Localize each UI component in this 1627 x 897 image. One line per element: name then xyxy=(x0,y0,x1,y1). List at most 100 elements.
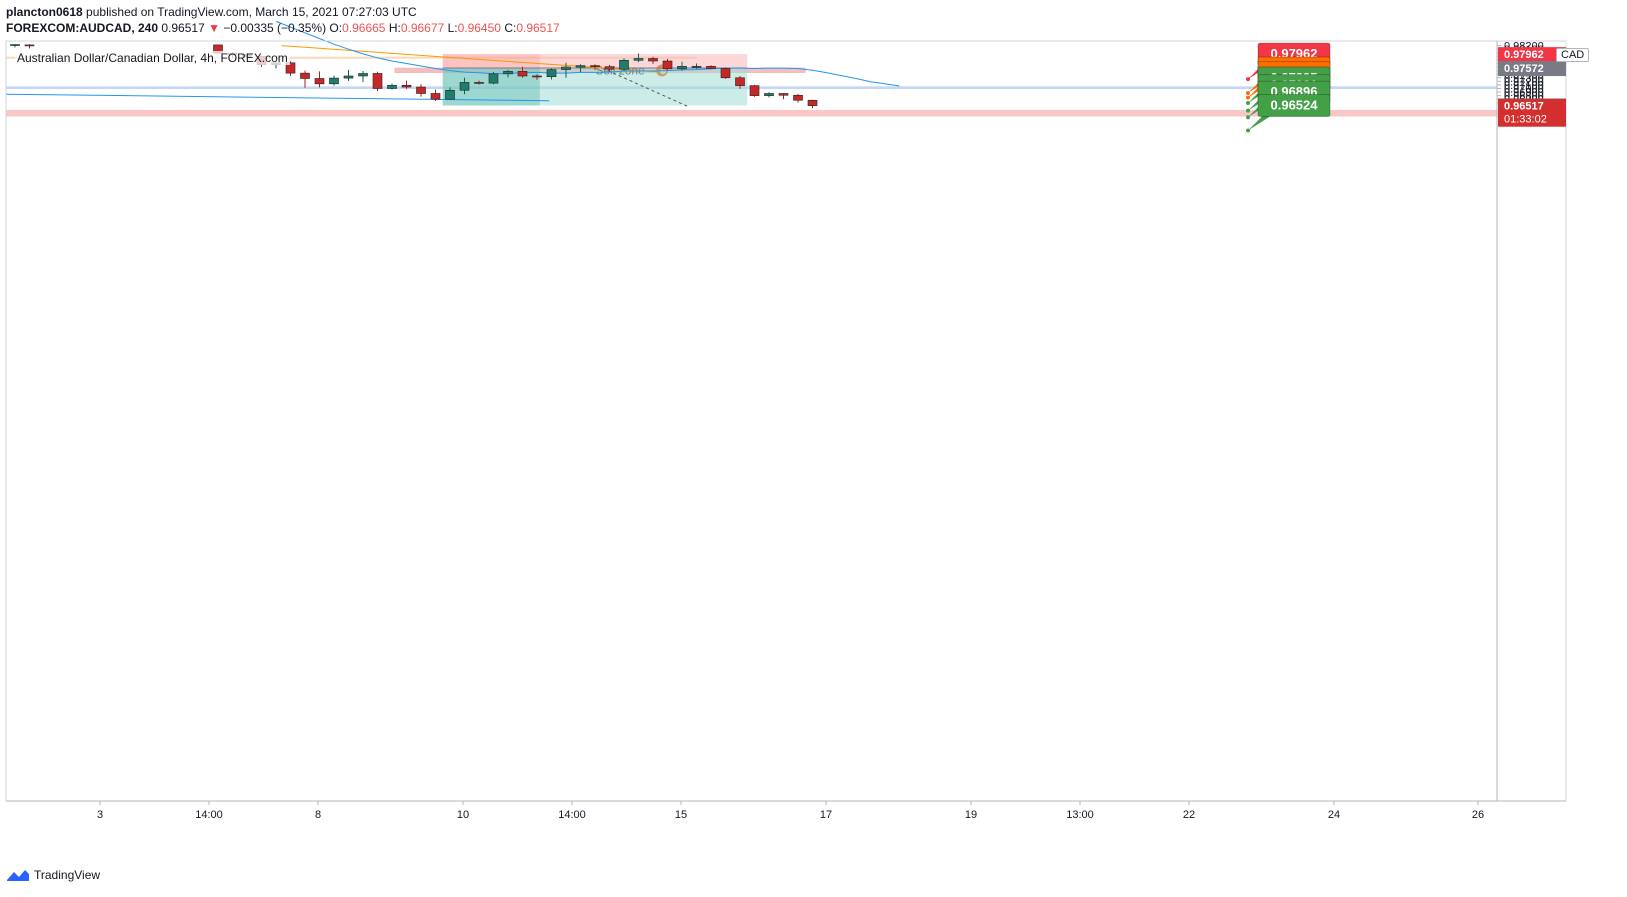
price-axis-marker-text: 0.97572 xyxy=(1504,63,1544,75)
candle-body xyxy=(561,66,571,70)
price-callout-anchor xyxy=(1246,77,1250,82)
candle-body xyxy=(793,94,803,101)
countdown-text: 01:33:02 xyxy=(1504,114,1547,126)
down-arrow-icon: ▼ xyxy=(208,21,220,35)
price-callout-anchor xyxy=(1246,108,1250,113)
candle-body xyxy=(445,89,455,100)
candle-body xyxy=(10,44,20,46)
publish-info: published on TradingView.com, March 15, … xyxy=(86,5,417,19)
high-value: 0.96677 xyxy=(400,21,445,35)
demand-zone xyxy=(6,109,1497,117)
time-tick-label: 10 xyxy=(457,809,469,821)
time-tick-label: 15 xyxy=(675,809,687,821)
candle-body xyxy=(474,82,484,84)
time-tick-label: 17 xyxy=(820,809,832,821)
candle-body xyxy=(343,75,354,79)
candle-body xyxy=(764,93,774,96)
candle-body xyxy=(24,44,35,47)
realized-risk-area xyxy=(442,54,540,69)
time-tick-label: 14:00 xyxy=(558,809,586,821)
candle-body xyxy=(619,59,629,70)
candle-body xyxy=(416,86,426,94)
time-tick-label: 22 xyxy=(1183,809,1195,821)
username[interactable]: plancton0618 xyxy=(6,5,83,19)
candle-body xyxy=(285,62,296,74)
price-tick-label: 0.97200 xyxy=(1504,76,1544,88)
price-callout xyxy=(1257,93,1331,117)
moving-average-line xyxy=(275,20,900,87)
open-label: O: xyxy=(329,21,343,35)
time-tick-label: 24 xyxy=(1328,809,1340,821)
close-value: 0.96517 xyxy=(516,21,560,35)
trade-path-line xyxy=(602,67,690,108)
price-callout-anchor xyxy=(1246,91,1250,96)
candle-body xyxy=(735,77,745,86)
low-value: 0.96450 xyxy=(457,21,501,35)
price-tick-label: 0.96900 xyxy=(1504,87,1544,99)
time-tick-label: 26 xyxy=(1472,809,1484,821)
publish-line: plancton0618 published on TradingView.co… xyxy=(6,4,1606,20)
price-callout-anchor xyxy=(1246,100,1250,105)
tradingview-logo-icon xyxy=(7,870,29,881)
price-callout-anchor xyxy=(1246,115,1250,120)
open-value: 0.96665 xyxy=(342,21,386,35)
candle-body xyxy=(706,66,716,69)
candle-body xyxy=(662,60,673,70)
price-axis-marker xyxy=(1498,98,1566,127)
position-layer xyxy=(442,54,748,108)
trendline xyxy=(5,93,550,102)
price-axis-marker xyxy=(1498,47,1566,63)
price-callout-text: 0.96524 xyxy=(1271,97,1319,112)
axes-layer: 0.982000.981000.980000.979000.978000.977… xyxy=(5,40,1567,821)
last-price: 0.96517 xyxy=(161,21,205,35)
candle-body xyxy=(459,82,470,91)
price-callout-pointer xyxy=(1248,116,1270,131)
price-axis-marker xyxy=(1498,61,1566,77)
footer-brand[interactable]: TradingView xyxy=(6,868,100,882)
chart-header: plancton0618 published on TradingView.co… xyxy=(6,4,1606,36)
candle-body xyxy=(590,65,600,68)
candle-body xyxy=(314,78,325,85)
time-tick-label: 14:00 xyxy=(195,809,223,821)
candle-body xyxy=(372,73,383,89)
close-label: C: xyxy=(504,21,517,35)
candle-body xyxy=(677,66,687,70)
candle-body xyxy=(387,84,397,89)
price-tick-label: 0.97100 xyxy=(1504,80,1544,92)
price-axis-marker-text: 0.97962 xyxy=(1504,49,1544,61)
candle-body xyxy=(532,75,542,78)
symbol-name[interactable]: FOREXCOM:AUDCAD, 240 xyxy=(6,21,159,35)
candle-body xyxy=(720,68,731,79)
candle-body xyxy=(778,93,789,96)
candle-body xyxy=(488,73,499,84)
currency-unit-button[interactable]: CAD xyxy=(1556,48,1590,62)
candle-body xyxy=(503,71,513,75)
price-axis-marker-text: 0.96517 xyxy=(1504,101,1544,113)
price-callout-anchor xyxy=(1246,95,1250,100)
price-callout-anchor xyxy=(1246,128,1250,133)
price-labels-layer: 0.979620.975720.974450.972950.970810.968… xyxy=(1246,42,1331,133)
candle-body xyxy=(604,66,615,70)
time-tick-label: 8 xyxy=(315,809,321,821)
candle-body xyxy=(633,58,644,61)
candle-body xyxy=(546,69,557,77)
candle-body xyxy=(401,84,412,88)
candle-body xyxy=(749,85,760,96)
candle-body xyxy=(329,77,339,85)
high-label: H: xyxy=(388,21,401,35)
resistance-zone xyxy=(6,56,697,59)
candle-body xyxy=(517,71,528,77)
candle-body xyxy=(691,66,702,68)
candle-body xyxy=(430,93,441,100)
time-tick-label: 13:00 xyxy=(1066,809,1094,821)
candle-body xyxy=(648,58,658,62)
candle-body xyxy=(575,65,586,68)
price-tick-label: 0.97000 xyxy=(1504,83,1544,95)
candle-body xyxy=(358,73,368,77)
brand-name: TradingView xyxy=(34,868,101,882)
candles-layer xyxy=(10,44,818,109)
chart-frame xyxy=(5,40,1567,802)
candle-body xyxy=(300,72,310,79)
time-tick-label: 3 xyxy=(97,809,103,821)
